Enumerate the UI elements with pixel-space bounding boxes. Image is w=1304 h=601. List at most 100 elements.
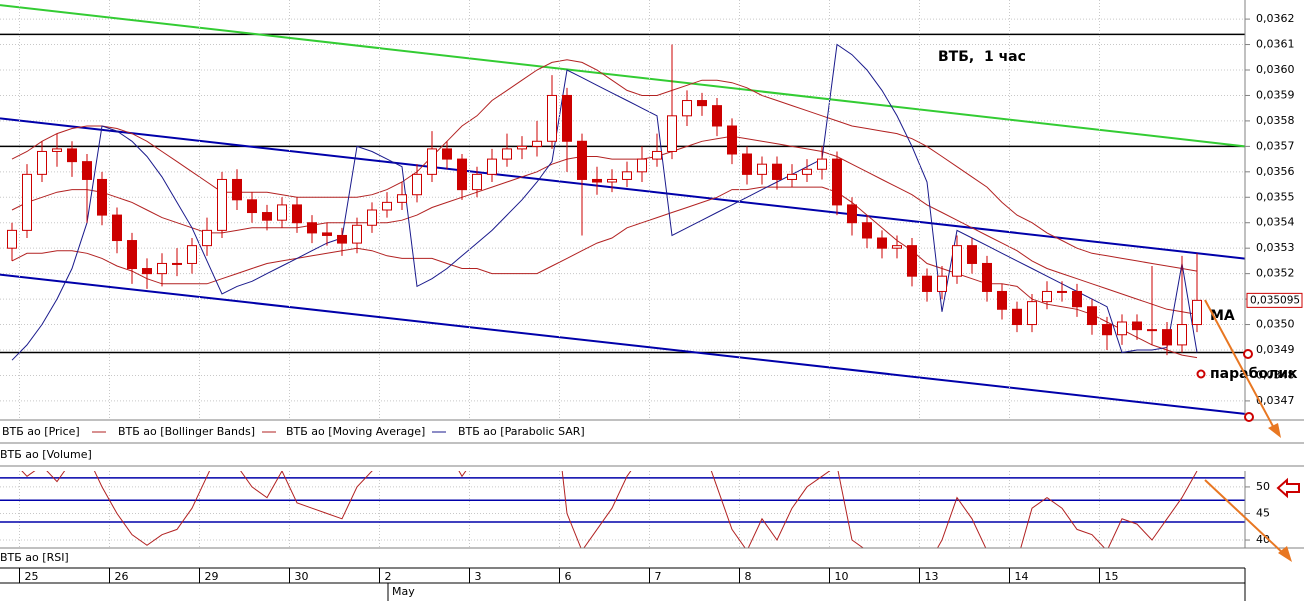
candle-body [367,209,377,226]
x-tick-label: 14 [1015,570,1029,583]
candle-body [997,290,1007,310]
legend-label: ВТБ ао [Moving Average] [286,425,425,438]
candle-body [22,173,32,231]
candle-body [37,150,47,175]
chart-title: ВТБ, 1 час [938,49,1026,65]
candle-body [547,94,557,142]
candle-body [907,245,917,277]
candle-body [82,161,92,180]
candle-body [1087,306,1097,326]
candle-body [157,262,167,275]
candle-body [727,125,737,155]
y-tick-label: 0,0354 [1256,216,1295,229]
x-tick-label: 13 [925,570,939,583]
candle-body [1132,321,1142,331]
candle-body [1057,290,1067,293]
candle-body [652,150,662,160]
candle-body [217,178,227,231]
candle-body [142,268,152,275]
y-tick-label: 0,0359 [1256,88,1295,101]
candle-body [697,100,707,107]
x-tick-label: 3 [475,570,482,583]
y-tick-label: 0,0349 [1256,343,1295,356]
pointer-arrow [1276,477,1300,499]
candle-body [757,163,767,175]
trend-line [0,117,1245,260]
candle-body [622,171,632,180]
candle-body [7,229,17,249]
candle-body [892,245,902,249]
candle-body [577,140,587,180]
candle-body [382,201,392,211]
x-tick-label: 6 [565,570,572,583]
arrow-head [1268,423,1281,438]
candle-body [52,148,62,152]
candle-body [202,229,212,247]
y-tick-label: 40 [1256,533,1270,546]
candle-body [397,194,407,203]
candle-body [862,222,872,239]
rsi-plot [0,471,1245,548]
y-tick-label: 0,0357 [1256,139,1295,152]
candle-body [802,168,812,175]
trend-line [0,4,1245,148]
arrow [1204,479,1286,556]
candle-body [187,245,197,264]
candle-body [592,178,602,183]
candle-body [1027,301,1037,326]
x-tick-label: 25 [25,570,39,583]
candle-body [247,199,257,214]
candle-body [277,204,287,221]
candle-body [667,115,677,152]
candle-body [832,158,842,206]
x-tick-label: 2 [385,570,392,583]
candle-body [1042,290,1052,303]
legend-label: ВТБ ао [Bollinger Bands] [118,425,255,438]
candle-body [952,245,962,277]
y-tick-label: 0,0360 [1256,63,1295,76]
panel-title: ВТБ ао [Volume] [0,448,92,461]
candle-body [337,234,347,244]
marker [1244,412,1254,422]
candle-body [817,158,827,170]
rsi-line [21,471,1198,548]
candle-body [412,173,422,196]
candle-body [562,94,572,142]
marker [1196,369,1206,379]
candle-body [487,158,497,175]
candle-body [1147,329,1157,332]
x-tick-label: 8 [745,570,752,583]
candle-body [457,158,467,191]
candle-body [982,262,992,292]
y-tick-label: 0,0347 [1256,394,1295,407]
y-tick-label: 0,0353 [1256,241,1295,254]
candle-body [307,222,317,234]
y-tick-label: 0,0356 [1256,165,1295,178]
candle-body [967,245,977,264]
candle-body [502,148,512,160]
arrow [1204,299,1276,431]
y-tick-label: 0,0348 [1256,368,1295,381]
x-tick-label: 29 [205,570,219,583]
y-tick-label: 0,0350 [1256,318,1295,331]
last-price-label: 0,035095 [1250,294,1300,306]
candle-body [787,173,797,180]
arrow-head [1278,546,1292,562]
bollinger-band [11,59,1198,272]
candle-body [937,275,947,292]
candle-body [607,178,617,183]
candle-body [292,204,302,224]
x-tick-label: 26 [115,570,129,583]
candle-body [1012,308,1022,326]
candle-body [112,214,122,242]
price-plot [0,4,1245,415]
candle-body [427,148,437,175]
marker [1243,349,1253,359]
last-price-tag [1246,292,1303,308]
candle-body [322,232,332,236]
legend-label: ВТБ ао [Price] [2,425,80,438]
candle-body [637,158,647,173]
candle-body [517,145,527,150]
